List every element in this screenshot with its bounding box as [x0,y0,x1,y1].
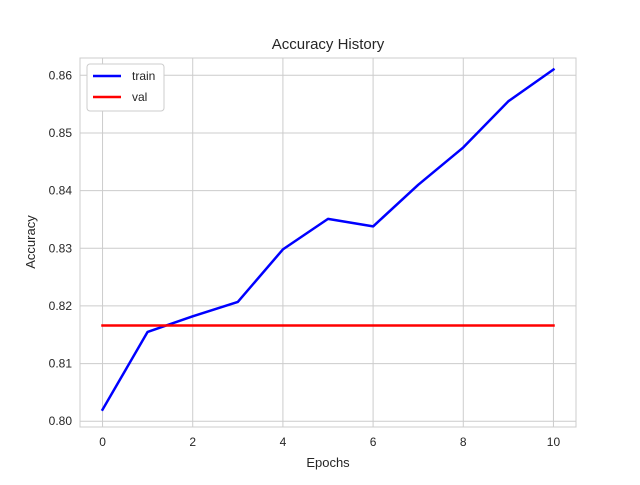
x-axis-label: Epochs [306,455,350,470]
grid [80,58,576,427]
y-tick-label: 0.82 [49,299,73,313]
x-tick-label: 2 [189,435,196,449]
y-axis-ticks: 0.80 0.81 0.82 0.83 0.84 0.85 0.86 [49,68,73,428]
y-tick-label: 0.84 [49,184,73,198]
chart-title: Accuracy History [272,36,385,53]
legend: train val [87,64,164,111]
plot-area-frame [80,58,576,427]
y-tick-label: 0.86 [49,68,73,82]
x-tick-label: 0 [99,435,106,449]
series-lines [103,70,554,410]
y-tick-label: 0.83 [49,241,73,255]
x-tick-label: 8 [460,435,467,449]
y-tick-label: 0.80 [49,414,73,428]
y-tick-label: 0.81 [49,357,73,371]
series-line-train [103,70,554,410]
y-tick-label: 0.85 [49,126,73,140]
y-axis-label: Accuracy [23,215,38,269]
legend-label-train: train [132,69,155,83]
legend-label-val: val [132,90,147,104]
x-tick-label: 10 [547,435,561,449]
x-tick-label: 4 [280,435,287,449]
x-axis-ticks: 0 2 4 6 8 10 [99,435,560,449]
x-tick-label: 6 [370,435,377,449]
